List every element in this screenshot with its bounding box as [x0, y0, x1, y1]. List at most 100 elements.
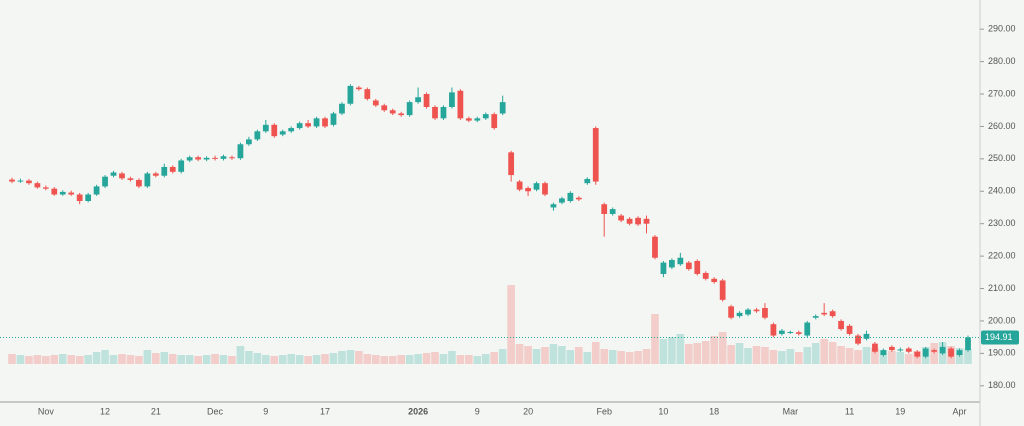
candle-body: [296, 123, 303, 129]
candle-body: [347, 85, 354, 104]
candle-body: [508, 152, 515, 176]
candle-body: [635, 217, 641, 225]
volume-bar: [346, 350, 355, 364]
volume-bar: [118, 354, 126, 364]
y-tick-label: 260.00: [988, 121, 1016, 131]
candle-body: [34, 183, 41, 188]
volume-bar: [651, 314, 659, 364]
candle-body: [136, 179, 142, 187]
volume-bar: [380, 356, 389, 364]
candle-body: [736, 312, 743, 317]
candle-body: [423, 94, 430, 107]
volume-bar: [261, 355, 270, 364]
candle-body: [178, 160, 185, 172]
volume-bar: [58, 354, 67, 364]
volume-bar: [803, 347, 812, 364]
candle-body: [229, 157, 235, 159]
candle-body: [533, 183, 540, 190]
candle-body: [702, 272, 709, 279]
volume-bar: [101, 350, 109, 364]
volume-bar: [185, 355, 194, 364]
x-tick-label: 21: [151, 406, 161, 416]
candle-body: [753, 309, 760, 312]
candle-body: [965, 337, 971, 351]
volume-bar: [295, 355, 304, 364]
x-tick-label: 9: [475, 406, 480, 416]
candle-body: [381, 105, 388, 111]
candle-body: [119, 173, 125, 179]
volume-bar: [439, 354, 448, 364]
volume-bar: [862, 347, 871, 364]
candle-body: [474, 118, 481, 121]
x-tick-label: 20: [523, 406, 533, 416]
volume-bar: [397, 355, 405, 364]
candle-body: [203, 157, 210, 160]
volume-bar: [735, 343, 744, 364]
candle-body: [948, 348, 954, 357]
volume-bar: [168, 354, 177, 364]
candle-body: [592, 128, 599, 182]
volume-bar: [676, 334, 685, 364]
candle-body: [432, 106, 438, 119]
candle-body: [68, 192, 75, 195]
y-tick-label: 180.00: [988, 380, 1016, 390]
candle-body: [85, 194, 92, 201]
volume-bar: [329, 353, 338, 364]
volume-bar: [541, 347, 549, 364]
candle-body: [457, 90, 464, 119]
volume-bar: [287, 354, 295, 364]
x-tick-label: Mar: [783, 406, 799, 416]
x-tick-label: 19: [895, 406, 905, 416]
candle-body: [922, 348, 929, 357]
candle-body: [339, 103, 345, 114]
candle-body: [685, 262, 692, 270]
volume-bar: [126, 355, 135, 364]
volume-bar: [871, 348, 879, 364]
volume-bar: [448, 351, 456, 364]
volume-bar: [786, 349, 795, 364]
candle-body: [542, 183, 548, 195]
candle-body: [880, 350, 887, 355]
volume-bar: [75, 356, 84, 364]
candle-body: [855, 335, 861, 344]
volume-bar: [25, 356, 33, 364]
volume-bar: [414, 354, 422, 364]
volume-bar: [50, 355, 59, 364]
candle-body: [279, 131, 286, 135]
candle-body: [212, 157, 218, 159]
volume-bar: [744, 348, 752, 364]
candle-body: [330, 113, 337, 125]
volume-bar: [608, 350, 617, 364]
last-price-box: [981, 330, 1019, 345]
candle-body: [787, 331, 794, 333]
volume-bar: [515, 344, 524, 364]
candle-body: [415, 97, 421, 103]
volume-bar: [498, 349, 507, 364]
volume-bar: [701, 341, 710, 364]
volume-bar: [837, 346, 845, 364]
volume-bar: [583, 352, 592, 364]
candle-body: [364, 89, 371, 99]
volume-bar: [761, 347, 769, 364]
volume-bar: [481, 354, 490, 364]
candle-body: [914, 351, 921, 357]
candle-body: [609, 209, 616, 214]
candle-body: [9, 179, 15, 182]
volume-bar: [904, 354, 913, 364]
volume-bar: [600, 349, 609, 364]
candle-body: [550, 204, 557, 208]
volume-bar: [42, 356, 50, 364]
volume-bar: [718, 332, 727, 364]
candle-body: [567, 192, 574, 201]
volume-bar: [152, 353, 160, 364]
candle-body: [449, 92, 455, 107]
x-tick-label: Apr: [953, 406, 967, 416]
volume-bar: [278, 355, 287, 364]
volume-bar: [625, 352, 634, 364]
candle-body: [652, 236, 658, 258]
candle-body: [17, 180, 24, 182]
candle-body: [389, 110, 396, 114]
candle-body: [888, 346, 895, 351]
